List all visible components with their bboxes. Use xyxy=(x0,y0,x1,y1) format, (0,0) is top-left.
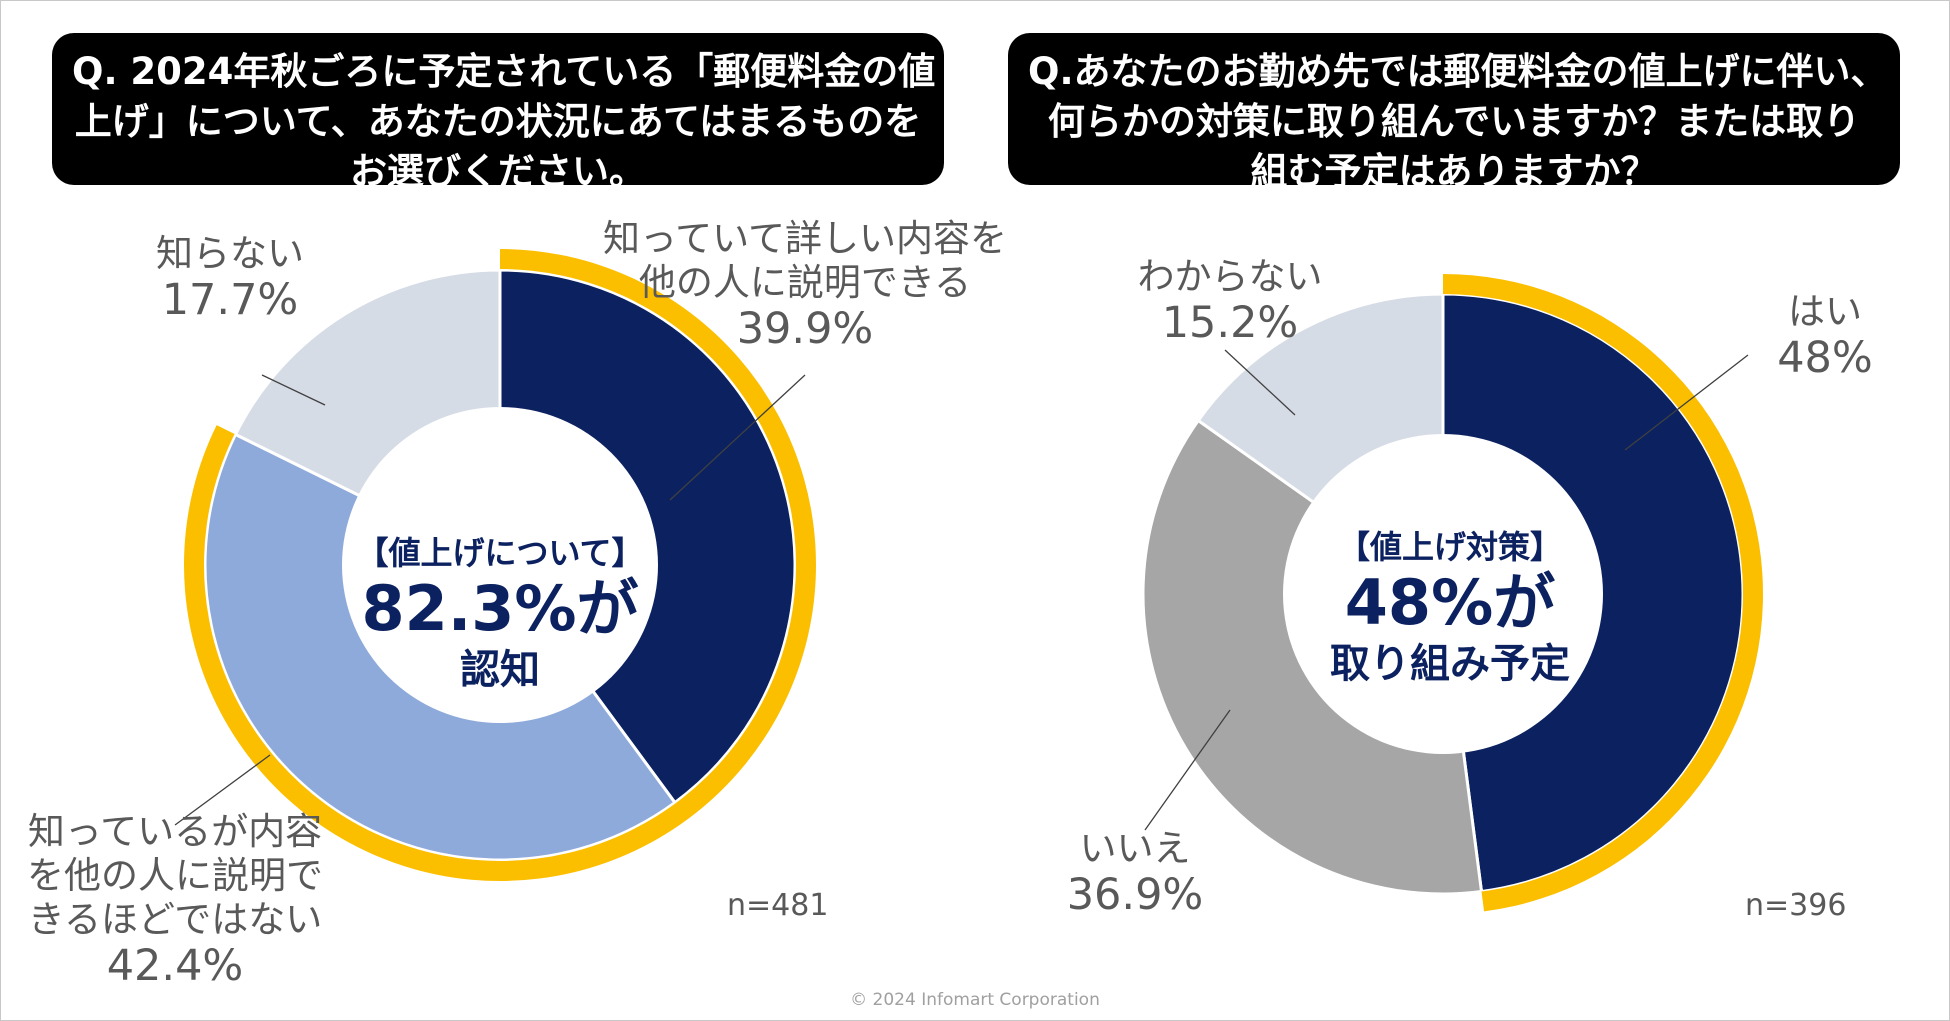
question-1-line-3: お選びください。 xyxy=(350,150,646,193)
chart2-sample-size: n=396 xyxy=(1745,888,1847,923)
chart1-label-unknown-pct: 17.7% xyxy=(161,275,299,325)
chart2-center-line3: 取り組み予定 xyxy=(1330,641,1570,687)
chart2-label-no-line1: いいえ xyxy=(1079,827,1191,870)
chart1-center-text: 【値上げについて】 82.3%が 認知 xyxy=(356,533,644,695)
question-2-line-1: Q.あなたのお勤め先では郵便料金の値上げに伴い、 xyxy=(1028,50,1888,93)
chart1-leader-line-3 xyxy=(261,374,326,406)
chart2-label-yes-line1: はい xyxy=(1788,290,1862,333)
chart2-leader-line-1 xyxy=(1624,354,1749,451)
chart1-label-partial-pct: 42.4% xyxy=(106,941,244,991)
chart1-label-detail-line1: 知っていて詳しい内容を xyxy=(602,217,1008,260)
chart1-center-line2: 82.3%が xyxy=(361,572,639,645)
chart2-leader-line-2 xyxy=(1144,709,1231,831)
question-2-box: Q.あなたのお勤め先では郵便料金の値上げに伴い、 何らかの対策に取り組んでいます… xyxy=(1008,33,1900,193)
chart1-label-partial-line2: を他の人に説明で xyxy=(27,854,323,897)
chart1-label-partial-line3: きるほどではない xyxy=(27,898,323,941)
chart1-label-unknown: 知らない 17.7% xyxy=(130,232,330,324)
question-2-line-2: 何らかの対策に取り組んでいますか？または取り xyxy=(1047,100,1861,143)
chart1-label-detail-pct: 39.9% xyxy=(736,304,874,354)
chart2-center-text: 【値上げ対策】 48%が 取り組み予定 xyxy=(1300,527,1600,689)
chart2-label-no: いいえ 36.9% xyxy=(1050,827,1220,919)
chart1-label-partial-line1: 知っているが内容 xyxy=(27,810,323,853)
chart1-label-unknown-line1: 知らない xyxy=(156,232,304,275)
chart1-sample-size: n=481 xyxy=(727,888,829,923)
copyright-footer: © 2024 Infomart Corporation xyxy=(850,990,1100,1010)
question-1-line-2: 上げ」について、あなたの状況にあてはまるものを xyxy=(74,100,922,143)
chart2-label-no-pct: 36.9% xyxy=(1066,870,1204,920)
chart1-center-line3: 認知 xyxy=(460,647,540,693)
chart2-label-unsure-pct: 15.2% xyxy=(1161,298,1299,348)
chart1-center-line1: 【値上げについて】 xyxy=(356,534,644,572)
chart2-leader-line-3 xyxy=(1224,349,1296,416)
chart2-label-yes-pct: 48% xyxy=(1777,333,1873,383)
chart2-label-yes: はい 48% xyxy=(1755,290,1895,382)
chart2-center-line1: 【値上げ対策】 xyxy=(1337,528,1562,566)
chart1-label-partial: 知っているが内容 を他の人に説明で きるほどではない 42.4% xyxy=(10,810,340,990)
question-2-line-3: 組む予定はありますか？ xyxy=(1250,150,1658,193)
chart2-label-unsure: わからない 15.2% xyxy=(1105,255,1355,347)
chart1-leader-line-2 xyxy=(174,754,271,826)
chart1-label-detail: 知っていて詳しい内容を 他の人に説明できる 39.9% xyxy=(585,217,1025,353)
chart1-donut-hole xyxy=(342,407,658,723)
question-1-box: Q. 2024年秋ごろに予定されている「郵便料金の値 上げ」について、あなたの状… xyxy=(52,33,944,193)
question-1-line-1: Q. 2024年秋ごろに予定されている「郵便料金の値 xyxy=(72,50,936,93)
chart1-leader-line-1 xyxy=(669,374,806,501)
chart2-center-line2: 48%が xyxy=(1344,566,1556,639)
chart2-label-unsure-line1: わからない xyxy=(1137,255,1323,298)
chart2-donut-hole xyxy=(1283,434,1603,754)
chart1-label-detail-line2: 他の人に説明できる xyxy=(638,261,972,304)
